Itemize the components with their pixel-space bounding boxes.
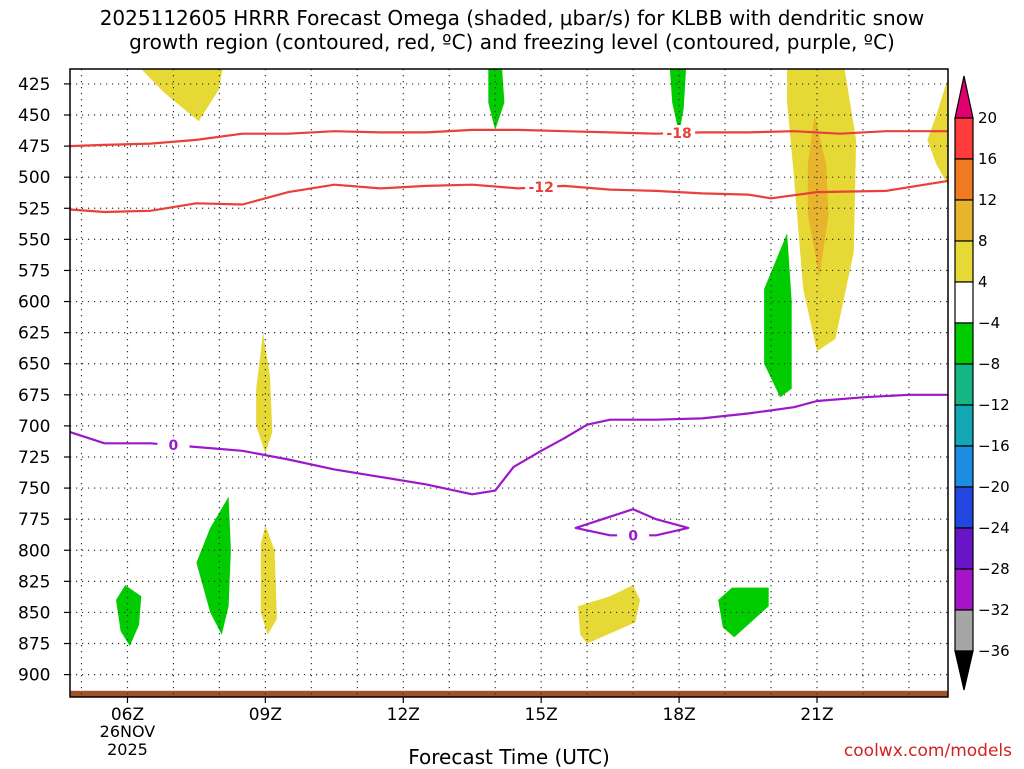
colorbar-band-4 — [954, 240, 974, 283]
contour--12 — [70, 179, 948, 214]
colorbar-tick--24: −24 — [978, 519, 1010, 537]
colorbar-tick--4: −4 — [978, 314, 1000, 332]
omega-region-7 — [488, 69, 505, 130]
y-tick-label-475: 475 — [18, 137, 50, 157]
contour-label-bg--18 — [663, 125, 696, 141]
terrain-strip — [70, 690, 948, 697]
omega-region-3 — [578, 585, 640, 644]
colorbar-band-13 — [954, 609, 974, 652]
contour-lines — [70, 128, 948, 537]
y-tick-label-900: 900 — [18, 666, 50, 686]
colorbar-tick--32: −32 — [978, 601, 1010, 619]
contour-label-0-island: 0 — [628, 528, 638, 544]
colorbar-tick--12: −12 — [978, 396, 1010, 414]
title-line-1: 2025112605 HRRR Forecast Omega (shaded, … — [99, 6, 925, 30]
colorbar-tick-16: 16 — [978, 150, 997, 168]
colorbar-tick-20: 20 — [978, 109, 997, 127]
colorbar-cap-bottom — [954, 650, 974, 691]
colorbar-tick--20: −20 — [978, 478, 1010, 496]
colorbar-tick--28: −28 — [978, 560, 1010, 578]
colorbar-tick--8: −8 — [978, 355, 1000, 373]
contour-label-bg-0-island — [617, 527, 650, 543]
x-tick-label-06Z: 06Z — [111, 705, 144, 725]
omega-region-12 — [116, 585, 142, 646]
colorbar-tick-4: 4 — [978, 273, 988, 291]
colorbar-tick-8: 8 — [978, 232, 988, 250]
colorbar-band-2 — [954, 158, 974, 201]
y-tick-label-675: 675 — [18, 386, 50, 406]
omega-region-9 — [764, 233, 792, 398]
y-tick-label-525: 525 — [18, 199, 50, 219]
y-tick-label-650: 650 — [18, 355, 50, 375]
colorbar-cap-top — [954, 75, 974, 119]
x-tick-label-15Z: 15Z — [525, 705, 558, 725]
colorbar: 20 16 12 8 4 −4 −8 −12 −16 −20 −24 −28 −32 −36 — [954, 75, 1010, 691]
x-tick-label-21Z: 21Z — [800, 705, 833, 725]
contour-label-bg-0 — [157, 437, 190, 453]
contour-label--18: -18 — [666, 126, 691, 142]
grid-lines — [70, 69, 948, 697]
date-day: 26NOV — [99, 722, 156, 741]
contour-label--12: -12 — [529, 180, 554, 196]
contour--18 — [70, 128, 948, 148]
colorbar-tick--36: −36 — [978, 642, 1010, 660]
contour-label-bg--12 — [525, 179, 558, 195]
contour-label-0: 0 — [169, 438, 179, 454]
y-tick-label-800: 800 — [18, 541, 50, 561]
chart-title: 2025112605 HRRR Forecast Omega (shaded, … — [0, 6, 1024, 54]
colorbar-band-5 — [954, 281, 974, 324]
colorbar-band-7 — [954, 363, 974, 406]
colorbar-tick-12: 12 — [978, 191, 997, 209]
y-tick-label-600: 600 — [18, 293, 50, 313]
date-year: 2025 — [107, 740, 148, 759]
plot-frame — [69, 68, 949, 698]
omega-region-5 — [807, 115, 829, 277]
y-tick-label-550: 550 — [18, 230, 50, 250]
x-axis: 06Z 09Z 12Z 15Z 18Z 21Z — [111, 697, 834, 725]
y-tick-label-875: 875 — [18, 635, 50, 655]
contour-0 — [70, 393, 948, 496]
colorbar-band-12 — [954, 568, 974, 611]
y-tick-label-625: 625 — [18, 324, 50, 344]
y-tick-label-700: 700 — [18, 417, 50, 437]
colorbar-band-3 — [954, 199, 974, 242]
colorbar-band-8 — [954, 404, 974, 447]
y-tick-label-575: 575 — [18, 261, 50, 281]
omega-region-2 — [260, 525, 277, 635]
x-tick-label-12Z: 12Z — [387, 705, 420, 725]
y-tick-label-825: 825 — [18, 572, 50, 592]
colorbar-band-10 — [954, 486, 974, 529]
y-tick-label-500: 500 — [18, 168, 50, 188]
colorbar-band-6 — [954, 322, 974, 365]
y-axis: 425 450 475 500 525 550 575 600 625 650 675 700 725 7… — [18, 75, 70, 686]
omega-region-0 — [141, 69, 223, 122]
omega-fills — [70, 69, 948, 697]
y-tick-label-750: 750 — [18, 479, 50, 499]
x-tick-label-09Z: 09Z — [249, 705, 282, 725]
contour-labels: -18 -12 0 0 — [157, 125, 696, 544]
omega-region-8 — [669, 69, 686, 134]
x-tick-label-18Z: 18Z — [662, 705, 695, 725]
title-line-2: growth region (contoured, red, ºC) and f… — [129, 30, 895, 54]
omega-region-11 — [196, 496, 231, 635]
y-tick-label-850: 850 — [18, 603, 50, 623]
colorbar-band-11 — [954, 527, 974, 570]
omega-region-1 — [256, 332, 273, 454]
colorbar-tick--16: −16 — [978, 437, 1010, 455]
credit-text: coolwx.com/models — [843, 741, 1012, 761]
y-tick-label-725: 725 — [18, 448, 50, 468]
y-tick-label-775: 775 — [18, 510, 50, 530]
y-tick-label-450: 450 — [18, 106, 50, 126]
omega-region-10 — [718, 587, 769, 638]
colorbar-band-9 — [954, 445, 974, 488]
y-tick-label-425: 425 — [18, 75, 50, 95]
colorbar-band-1 — [954, 117, 974, 160]
x-axis-label: Forecast Time (UTC) — [408, 745, 610, 769]
